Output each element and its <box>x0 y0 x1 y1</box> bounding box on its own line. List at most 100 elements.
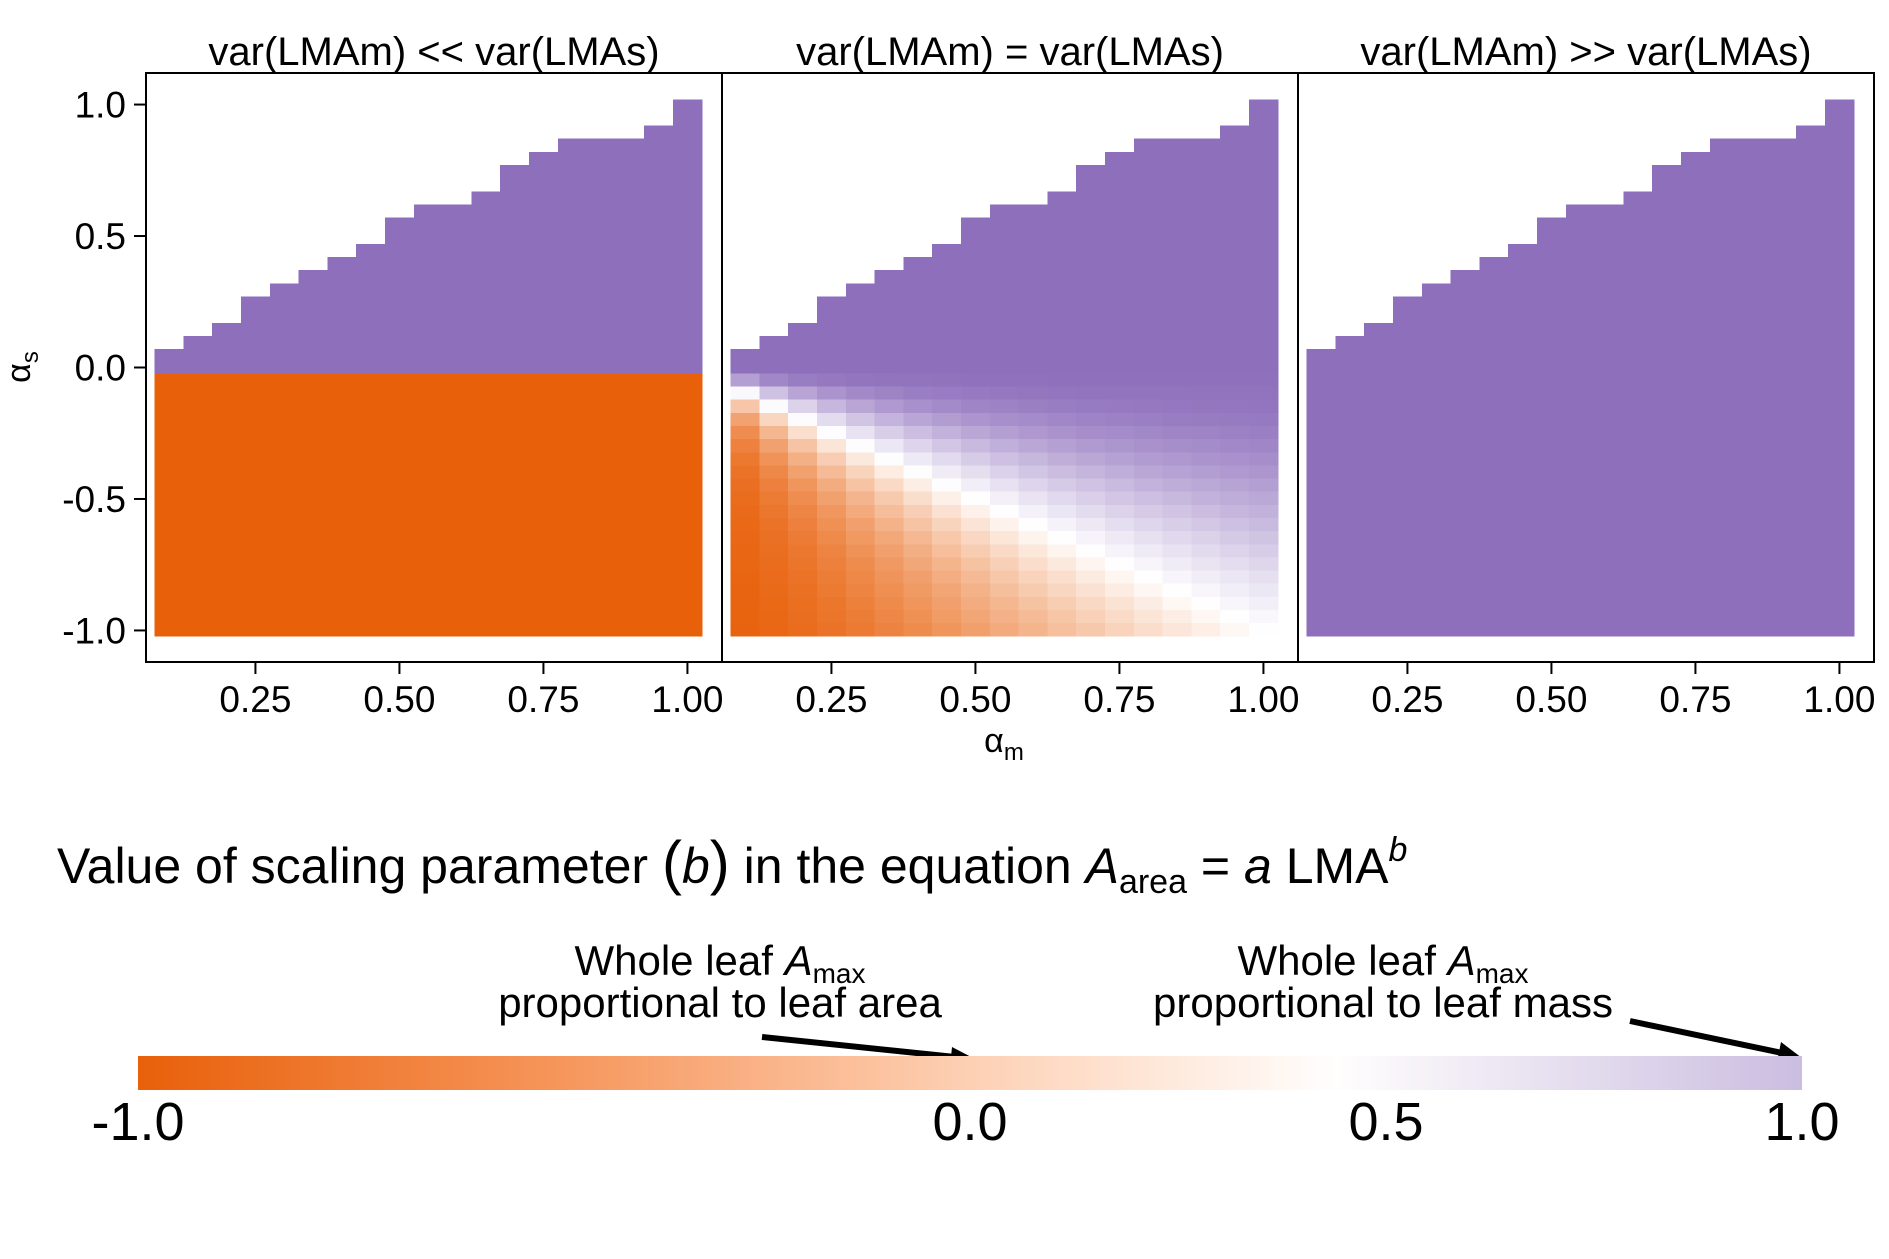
heatmap-cell <box>471 346 501 361</box>
heatmap-cell <box>529 412 559 426</box>
heatmap-cell <box>1105 425 1135 440</box>
heatmap-cell <box>1709 609 1740 624</box>
heatmap-cell <box>1681 162 1711 177</box>
heatmap-cell <box>788 451 818 466</box>
heatmap-cell <box>817 412 847 426</box>
heatmap-cell <box>183 438 213 453</box>
heatmap-cell <box>586 530 617 545</box>
heatmap-cell <box>1162 293 1193 308</box>
y-axis-label-sub: s <box>17 351 44 363</box>
heatmap-cell <box>154 372 185 387</box>
heatmap-cell <box>500 241 530 256</box>
heatmap-cell <box>1133 214 1164 229</box>
heatmap-cell <box>961 438 991 453</box>
heatmap-cell <box>385 346 415 361</box>
heatmap-cell <box>1652 530 1682 545</box>
heatmap-cell <box>845 320 876 334</box>
annotation-mass-A: A <box>1445 937 1476 984</box>
heatmap-cell <box>1421 556 1452 571</box>
heatmap-cell <box>1450 517 1481 532</box>
heatmap-cell <box>1076 254 1106 269</box>
heatmap-cell <box>269 372 300 387</box>
colorbar-title-lma: LMA <box>1272 838 1389 894</box>
heatmap-cell <box>241 556 271 571</box>
heatmap-cell <box>1306 569 1337 584</box>
heatmap-cell <box>1076 412 1106 426</box>
heatmap-cell <box>932 359 962 374</box>
heatmap-cell <box>1364 464 1394 479</box>
heatmap-cell <box>1306 517 1337 532</box>
heatmap-cell <box>1537 241 1567 256</box>
heatmap-cell <box>385 477 415 492</box>
heatmap-cell <box>356 385 386 400</box>
heatmap-cell <box>1076 214 1106 229</box>
heatmap-cell <box>1681 188 1711 203</box>
heatmap-cell <box>1537 280 1567 295</box>
heatmap-cell <box>932 438 962 453</box>
heatmap-cell <box>1335 491 1365 505</box>
heatmap-cell <box>788 425 818 440</box>
heatmap-cell <box>903 412 933 426</box>
heatmap-cell <box>1796 477 1826 492</box>
heatmap-cell <box>1364 596 1394 611</box>
heatmap-cell <box>961 451 991 466</box>
heatmap-cell <box>1393 451 1423 466</box>
heatmap-cell <box>1047 425 1077 440</box>
heatmap-cell <box>356 346 386 361</box>
heatmap-cell <box>183 346 213 361</box>
heatmap-cell <box>1508 530 1538 545</box>
heatmap-cell <box>1767 596 1797 611</box>
heatmap-cell <box>673 267 703 282</box>
heatmap-cell <box>1508 359 1538 374</box>
heatmap-cell <box>1767 385 1797 400</box>
heatmap-cell <box>1047 307 1077 321</box>
heatmap-cell <box>1076 517 1106 532</box>
heatmap-cell <box>327 569 357 584</box>
heatmap-cell <box>154 596 185 611</box>
heatmap-cell <box>1709 464 1740 479</box>
heatmap-cell <box>1479 293 1509 308</box>
heatmap-cell <box>1738 320 1769 334</box>
heatmap-cell <box>1421 293 1452 308</box>
heatmap-cell <box>385 307 415 321</box>
heatmap-cell <box>529 280 559 295</box>
heatmap-cell <box>1393 412 1423 426</box>
heatmap-cell <box>586 556 617 571</box>
heatmap-cell <box>442 412 473 426</box>
heatmap-cell <box>644 188 674 203</box>
heatmap-cell <box>1047 346 1077 361</box>
heatmap-cell <box>1825 425 1855 440</box>
heatmap-cell <box>644 175 674 190</box>
heatmap-cell <box>903 257 933 269</box>
heatmap-cell <box>1335 477 1365 492</box>
colorbar-title-prefix: Value of scaling parameter <box>57 838 662 894</box>
heatmap-cell <box>1796 188 1826 203</box>
heatmap-cell <box>673 504 703 518</box>
heatmap-cell <box>1594 293 1625 308</box>
heatmap-cell <box>327 504 357 518</box>
heatmap-cell <box>759 517 789 532</box>
heatmap-cell <box>1825 609 1855 624</box>
heatmap-cell <box>413 622 444 637</box>
heatmap-cell <box>1537 307 1567 321</box>
heatmap-cell <box>1709 188 1740 203</box>
heatmap-cell <box>1162 504 1193 518</box>
heatmap-cell <box>615 138 645 150</box>
heatmap-cell <box>1421 451 1452 466</box>
heatmap-cell <box>327 451 357 466</box>
heatmap-cell <box>1421 543 1452 558</box>
heatmap-cell <box>1565 280 1596 295</box>
heatmap-cell <box>327 333 357 348</box>
heatmap-cell <box>557 609 588 624</box>
heatmap-cell <box>1220 372 1250 387</box>
heatmap-cell <box>1076 320 1106 334</box>
heatmap-cell <box>586 175 617 190</box>
heatmap-cell <box>759 425 789 440</box>
heatmap-cell <box>874 464 905 479</box>
heatmap-cell <box>1738 517 1769 532</box>
heatmap-cell <box>1162 412 1193 426</box>
heatmap-cell <box>1767 149 1797 163</box>
heatmap-cell <box>1220 201 1250 216</box>
heatmap-cell <box>845 283 876 295</box>
heatmap-cell <box>1796 491 1826 505</box>
